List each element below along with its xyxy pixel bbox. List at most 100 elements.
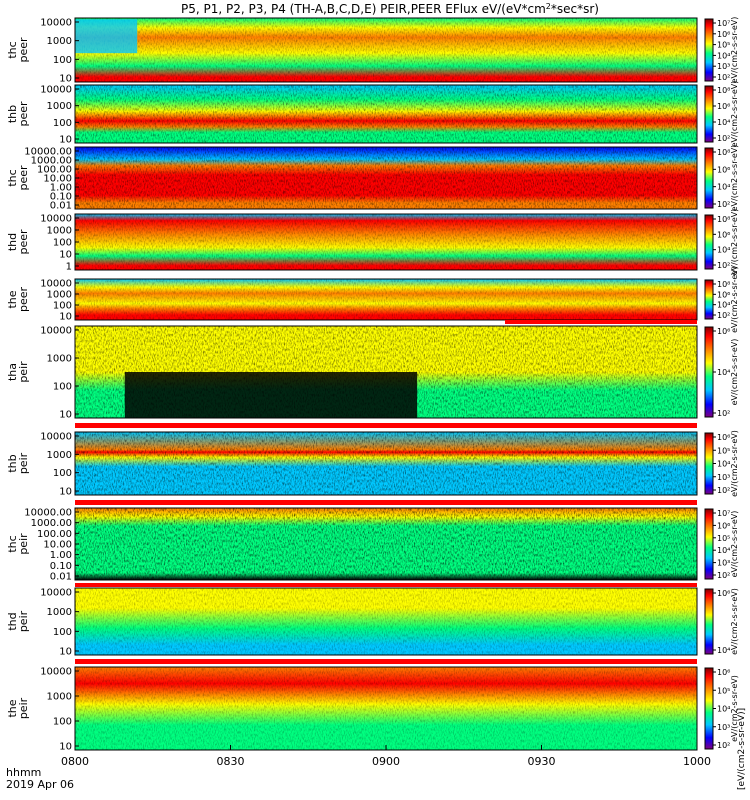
colorbar-tick-label: 10⁴ — [717, 546, 730, 555]
colorbar-tick-label: 10⁶ — [717, 668, 730, 677]
figure-title: P5, P1, P2, P3, P4 (TH-A,B,C,D,E) PEIR,P… — [181, 2, 599, 17]
colorbar-tick-label: 10⁶ — [717, 327, 730, 336]
y-tick-label: 1000 — [47, 101, 72, 112]
x-axis: 0800 0830 0900 0930 1000 — [61, 745, 711, 768]
colorbar-unit-label: eV/(cm2-s-sr-eV) — [730, 17, 739, 84]
y-axis-label: peir — [17, 610, 30, 632]
x-unit-label: hhmm — [6, 766, 41, 779]
y-tick-label: 10000 — [40, 667, 72, 678]
panel-frame — [74, 325, 698, 419]
colorbar-tick-label: 10⁴ — [717, 183, 730, 192]
x-tick-label: 0830 — [217, 755, 245, 768]
missing-data-bar — [75, 583, 697, 587]
panel-frame — [74, 278, 698, 321]
colorbar-tick-label: 10⁶ — [717, 521, 730, 530]
spectrogram-texture — [75, 85, 697, 143]
colorbar-tick-label: 10² — [717, 486, 730, 495]
colorbar — [704, 147, 714, 209]
colorbar-tick-label: 10⁶ — [717, 30, 730, 39]
y-tick-label: 10000.00 — [24, 508, 72, 519]
y-tick-label: 100 — [53, 468, 72, 479]
colorbar-unit-label: eV/(cm2-s-sr-eV) — [730, 339, 739, 406]
colorbar-unit-label: eV/(cm2-s-sr-eV) — [730, 266, 739, 333]
x-tick-label: 0900 — [372, 755, 400, 768]
colorbar-tick-label: 10⁴ — [717, 118, 730, 127]
colorbar-tick-label: 10² — [717, 261, 730, 270]
colorbar-unit-label: eV/(cm2-s-sr-eV) — [730, 511, 739, 578]
spectrogram-texture — [75, 432, 697, 495]
colorbar-tick-label: 10⁶ — [717, 290, 730, 299]
spectrogram-texture — [75, 18, 697, 82]
spectrogram-texture — [75, 147, 697, 209]
y-tick-label: 1000 — [47, 607, 72, 618]
colorbar-tick-label: 10⁵ — [717, 41, 730, 50]
missing-data-bar — [505, 320, 697, 324]
colorbar-tick-label: 10⁸ — [717, 86, 730, 95]
colorbar-unit-label: eV/(cm2-s-sr-eV) — [730, 675, 739, 742]
y-tick-label: 10000 — [40, 432, 72, 443]
colorbar-tick-label: 10² — [717, 409, 730, 418]
spectrogram-texture — [75, 667, 697, 750]
y-tick-label: 0.01 — [50, 572, 72, 583]
colorbar-tick-label: 10³ — [717, 723, 730, 732]
colorbar-tick-label: 10⁵ — [717, 686, 730, 695]
colorbar-label: [eV/(cm2-s-sr-eV)] — [737, 708, 747, 790]
y-axis-label: the — [6, 290, 19, 308]
colorbar-tick-label: 10³ — [717, 559, 730, 568]
colorbar — [704, 214, 714, 270]
y-tick-label: 10000 — [40, 588, 72, 599]
colorbar-tick-label: 10⁸ — [717, 280, 730, 289]
y-tick-label: 100 — [53, 55, 72, 66]
colorbar-tick-label: 10⁴ — [717, 301, 730, 310]
x-tick-label: 0800 — [61, 755, 89, 768]
y-axis-label: thd — [6, 612, 19, 630]
y-tick-label: 0.10 — [50, 561, 72, 572]
colorbar-tick-label: 10² — [717, 134, 730, 143]
y-tick-label: 1000.00 — [31, 156, 72, 167]
colorbar — [704, 588, 714, 655]
y-tick-label: 10000 — [40, 279, 72, 290]
y-tick-label: 10000.00 — [24, 147, 72, 158]
y-tick-label: 10.00 — [43, 540, 72, 551]
y-tick-label: 10 — [59, 135, 72, 146]
y-axis-label: thc — [6, 535, 19, 552]
y-tick-label: 100 — [53, 238, 72, 249]
colorbar-tick-label: 10⁴ — [717, 368, 730, 377]
colorbar-tick-label: 10⁴ — [717, 460, 730, 469]
y-tick-label: 1000 — [47, 36, 72, 47]
y-tick-label: 100 — [53, 717, 72, 728]
y-axis-label: peer — [17, 287, 30, 313]
y-tick-label: 10 — [59, 312, 72, 323]
y-tick-label: 100 — [53, 382, 72, 393]
y-axis-label: thb — [6, 454, 19, 472]
colorbar — [704, 508, 714, 580]
y-axis-label: thc — [6, 169, 19, 186]
y-tick-label: 1000 — [47, 354, 72, 365]
y-axis-label: thc — [6, 41, 19, 58]
colorbar-unit-label: eV/(cm2-s-sr-eV) — [730, 209, 739, 276]
colorbar-tick-label: 10² — [717, 571, 730, 580]
colorbar-tick-label: 10³ — [717, 62, 730, 71]
y-tick-label: 100 — [53, 118, 72, 129]
colorbar — [704, 279, 714, 320]
colorbar — [704, 667, 714, 750]
colorbar-tick-label: 10⁴ — [717, 705, 730, 714]
y-axis-label: tha — [6, 363, 19, 381]
colorbar — [704, 18, 714, 82]
y-axis-label: peer — [17, 229, 30, 255]
y-axis-label: peir — [17, 452, 30, 474]
x-tick-label: 0930 — [528, 755, 556, 768]
colorbar-tick-label: 10⁶ — [717, 165, 730, 174]
colorbar-unit-label: eV/(cm2-s-sr-eV) — [730, 588, 739, 655]
colorbar-tick-label: 10³ — [717, 473, 730, 482]
panel-frame — [74, 17, 698, 83]
panel-frame — [74, 587, 698, 656]
colorbar-tick-label: 10² — [717, 200, 730, 209]
colorbar-tick-label: 10⁶ — [717, 433, 730, 442]
